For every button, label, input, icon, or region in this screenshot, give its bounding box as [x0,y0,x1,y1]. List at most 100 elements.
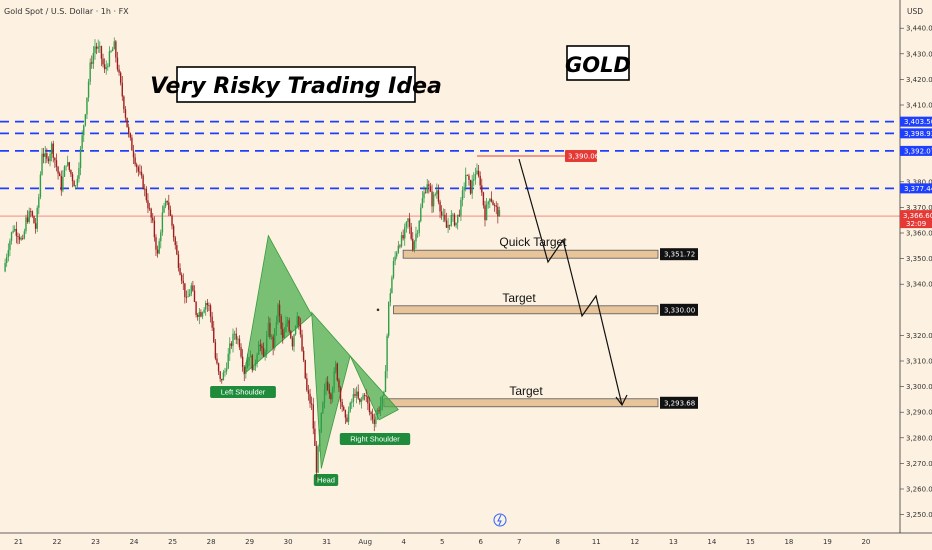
y-tick-label: 3,270.00 [906,460,932,468]
candle-body [469,179,472,194]
candle-body [251,355,253,371]
candle-body [254,363,257,367]
candle-body [200,312,202,317]
candle-body [286,320,289,324]
candle-body [185,296,188,298]
candle-body [375,416,377,424]
candle-body [373,419,375,424]
candle-body [408,218,411,227]
candle-body [240,347,242,357]
x-tick-label: 30 [284,538,293,546]
candle-body [440,211,443,216]
candle-body [4,262,6,272]
x-tick-label: 5 [440,538,444,546]
candle-body [468,175,470,180]
level-tag [900,145,932,156]
candle-body [192,285,194,291]
x-tick-label: 23 [91,538,100,546]
candle-body [484,205,486,221]
candle-body [156,249,159,254]
candle-body [307,390,310,394]
candle-body [351,401,353,403]
x-tick-label: 4 [401,538,406,546]
gold-box: GOLD [565,45,631,81]
plot-area[interactable] [0,0,900,533]
candle-body [225,368,228,372]
projection-line [518,158,623,406]
candle-body [55,160,58,167]
candle-body [113,41,115,50]
candle-body [12,230,14,233]
candle-body [359,398,361,402]
candle-body [318,431,321,447]
candle-body [431,191,433,207]
x-tick-label: 13 [669,538,678,546]
candle-body [421,198,424,208]
candle-body [426,184,428,193]
candle-body [105,67,107,70]
candle-body [445,220,448,228]
candle-body [163,206,165,213]
candle-body [243,366,245,374]
idea-box: Very Risky Trading Idea [150,66,442,103]
candle-body [450,214,452,226]
candle-body [397,245,400,253]
candle-body [46,153,48,159]
y-tick-label: 3,260.00 [906,486,932,494]
candle-body [453,214,456,226]
zone-tag [660,248,698,261]
price-axis[interactable]: USD 3,440.00 3,430.00 3,420.00 3,410.00 3,38… [899,0,932,550]
candle-body [291,338,294,347]
zone-text: Target [509,384,543,398]
candle-body [22,238,24,239]
x-tick-label: 12 [630,538,639,546]
candle-body [164,200,167,207]
candle-body [442,214,444,216]
target-zones: 3,351.72 Quick Target 3,330.00 Target 3,293.… [376,235,698,409]
x-tick-label: 15 [746,538,755,546]
candle-body [444,214,446,221]
candle-body [62,176,64,191]
candle-body [396,252,398,257]
candle-body [437,190,440,202]
candle-body [147,200,149,209]
candle-body [111,49,114,52]
candle-body [270,336,273,338]
candle-body [343,406,345,411]
left-shoulder-label: Left Shoulder [221,388,266,397]
candle-body [7,250,10,257]
candle-body [103,64,106,70]
candle-body [73,181,75,187]
candle-body [39,174,42,198]
candle-body [386,335,388,372]
y-tick-label: 3,440.00 [906,25,932,33]
candle-body [391,277,393,294]
candle-body [235,333,237,340]
candle-body [331,388,334,400]
candle-body [161,212,164,233]
candle-body [144,188,146,190]
candle-body [222,372,225,381]
candle-body [91,62,93,64]
candle-body [290,331,292,339]
candle-body [314,428,316,446]
candle-body [36,207,38,229]
gold-label: GOLD [565,53,631,77]
candle-body [30,211,32,212]
level-tag [900,128,932,139]
x-tick-label: 8 [556,538,560,546]
candle-body [476,170,478,175]
projection-arrowhead [615,394,628,407]
candle-body [477,170,480,176]
candle-body [134,157,136,165]
level-tag [900,183,932,194]
candle-body [383,391,385,396]
candle-body [171,215,173,226]
candle-body [221,378,223,381]
candle-body [262,347,265,357]
time-axis[interactable]: 21 22 23 24 25 28 29 30 31 Aug 4 5 6 7 8 11 12 13 14 15 18 19… [0,532,932,550]
candle-body [158,241,160,254]
candle-body [70,169,72,175]
candle-body [428,184,430,187]
